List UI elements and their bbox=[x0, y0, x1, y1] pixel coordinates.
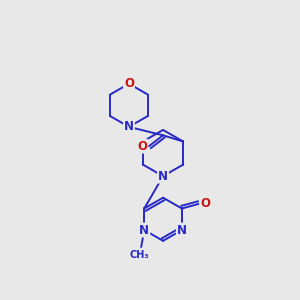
Text: O: O bbox=[124, 77, 134, 90]
Text: N: N bbox=[124, 120, 134, 134]
Text: O: O bbox=[200, 197, 210, 210]
Text: N: N bbox=[177, 224, 187, 236]
Text: N: N bbox=[158, 169, 168, 183]
Text: N: N bbox=[139, 224, 149, 236]
Text: O: O bbox=[137, 140, 147, 153]
Text: CH₃: CH₃ bbox=[130, 250, 149, 260]
